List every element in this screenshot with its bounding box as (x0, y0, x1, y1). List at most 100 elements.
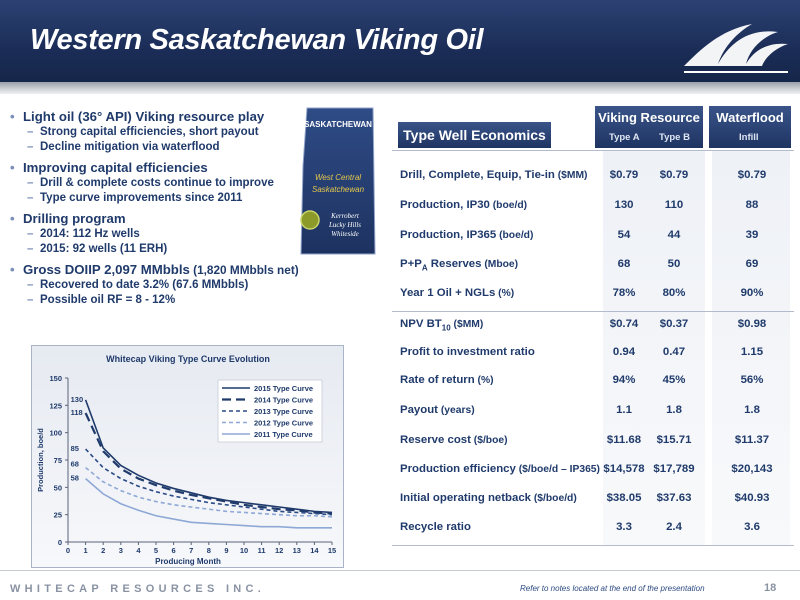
table-cell: $0.79 (737, 169, 767, 181)
viking-column-bg (603, 150, 705, 545)
data-label: 118 (71, 408, 83, 417)
x-tick-label: 14 (310, 546, 319, 555)
bullet-main: • Gross DOIIP 2,097 MMbbls (1,820 MMbbls … (10, 262, 310, 278)
x-tick-label: 0 (66, 546, 70, 555)
y-tick-label: 100 (49, 429, 62, 438)
table-cell: $0.79 (659, 169, 689, 181)
x-tick-label: 10 (240, 546, 248, 555)
page-title: Western Saskatchewan Viking Oil (30, 24, 484, 56)
bullet-text: Gross DOIIP 2,097 MMbbls (23, 262, 190, 277)
bullet-list: • Light oil (36° API) Viking resource pla… (10, 104, 310, 308)
sub-bullet-text: Drill & complete costs continue to impro… (40, 177, 274, 189)
table-cell: $40.93 (734, 492, 770, 504)
x-tick-label: 7 (189, 546, 193, 555)
legend-box (217, 379, 323, 443)
data-label: 85 (71, 444, 79, 453)
chart-title: Whitecap Viking Type Curve Evolution (106, 354, 270, 364)
x-tick-label: 9 (224, 546, 228, 555)
table-cell: $11.37 (734, 434, 770, 446)
table-top-rule (392, 150, 794, 151)
row-label: Profit to investment ratio (400, 346, 535, 358)
row-label: Rate of return (%) (400, 374, 494, 386)
table-cell: $17,789 (653, 463, 695, 475)
map-area-1: Kerrobert (330, 212, 360, 220)
x-tick-label: 4 (136, 546, 141, 555)
x-tick-label: 13 (293, 546, 301, 555)
sub-bullet-text: Recovered to date 3.2% (67.6 MMbbls) (40, 279, 249, 291)
table-cell: 90% (740, 287, 764, 299)
province-shape (300, 107, 376, 255)
legend-label: 2013 Type Curve (254, 407, 313, 416)
table-cell: $14,578 (603, 463, 645, 475)
table-cell: 1.15 (740, 346, 764, 358)
table-cell: 80% (662, 287, 686, 299)
table-cell: 1.8 (744, 404, 760, 416)
chart-svg: Whitecap Viking Type Curve Evolution0255… (36, 354, 336, 566)
table-cell: 0.94 (612, 346, 636, 358)
legend-label: 2014 Type Curve (254, 396, 313, 405)
sub-bullet-text: Decline mitigation via waterflood (40, 141, 220, 153)
x-tick-label: 5 (154, 546, 158, 555)
map-area-2: Lucky Hills (328, 221, 361, 229)
bullet-text: Light oil (36° API) Viking resource play (23, 109, 265, 124)
row-label: NPV BT10 ($MM) (400, 318, 484, 333)
row-label: Production, IP30 (boe/d) (400, 199, 528, 211)
y-tick-label: 150 (49, 374, 62, 383)
table-cell: 1.1 (616, 404, 632, 416)
bullet-main: • Light oil (36° API) Viking resource pla… (10, 109, 310, 125)
bullet-dot-icon: • (10, 262, 15, 277)
row-label: Reserve cost ($/boe) (400, 434, 508, 446)
table-cell: $0.79 (609, 169, 639, 181)
x-tick-label: 3 (119, 546, 123, 555)
table-cell: 110 (664, 199, 684, 211)
title-banner: Western Saskatchewan Viking Oil (0, 0, 800, 82)
table-cell: $0.74 (609, 318, 639, 330)
map-province-label: SASKATCHEWAN (304, 120, 372, 129)
type-b-label: Type B (659, 132, 690, 143)
table-cell: $11.68 (606, 434, 642, 446)
waterflood-label: Waterflood (716, 110, 784, 125)
table-cell: 2.4 (666, 521, 682, 533)
data-label: 58 (71, 474, 79, 483)
data-label: 68 (71, 460, 79, 469)
type-curve-chart: Whitecap Viking Type Curve Evolution 0 25 5… (31, 345, 344, 568)
map-area-3: Whiteside (331, 230, 359, 238)
sub-bullet: – Strong capital efficiencies, short payo… (27, 126, 259, 138)
bullet-main: • Drilling program (10, 211, 310, 227)
legend-label: 2012 Type Curve (254, 419, 313, 428)
table-cell: $0.98 (737, 318, 767, 330)
footer-divider (0, 570, 800, 571)
table-cell: $20,143 (731, 463, 773, 475)
bullet-text: Improving capital efficiencies (23, 160, 208, 175)
series-line (84, 412, 333, 515)
x-tick-label: 6 (172, 546, 176, 555)
x-tick-label: 8 (207, 546, 211, 555)
bullet-main: • Improving capital efficiencies (10, 160, 310, 176)
sub-bullet: – Recovered to date 3.2% (67.6 MMbbls) (27, 279, 249, 291)
waterflood-column-bg (712, 150, 790, 545)
row-label: Initial operating netback ($/boe/d) (400, 492, 577, 504)
x-tick-label: 11 (258, 546, 266, 555)
sub-bullet-text: 2015: 92 wells (11 ERH) (40, 243, 168, 255)
x-tick-label: 15 (328, 546, 336, 555)
sub-bullet: – Drill & complete costs continue to impr… (27, 177, 274, 189)
sub-bullet: – Type curve improvements since 2011 (27, 192, 243, 204)
row-label: Payout (years) (400, 404, 475, 416)
table-cell: 45% (662, 374, 686, 386)
row-label: Production, IP365 (boe/d) (400, 229, 534, 241)
row-label: Production efficiency ($/boe/d – IP365) (400, 463, 600, 475)
map-area-marker (300, 210, 320, 230)
sub-bullet-text: Type curve improvements since 2011 (40, 192, 243, 204)
table-cell: 56% (740, 374, 764, 386)
legend-label: 2011 Type Curve (254, 430, 313, 439)
table-cell: 88 (745, 199, 759, 211)
map-region-label-1: West Central (315, 173, 361, 182)
table-cell: 68 (617, 258, 631, 270)
infill-label: Infill (739, 132, 759, 143)
table-title: Type Well Economics (398, 122, 551, 148)
table-cell: $0.37 (659, 318, 689, 330)
bullet-dot-icon: • (10, 211, 15, 226)
table-cell: 50 (667, 258, 681, 270)
saskatchewan-map: SASKATCHEWAN West Central Saskatchewan K… (300, 107, 376, 255)
table-cell: 94% (612, 374, 636, 386)
